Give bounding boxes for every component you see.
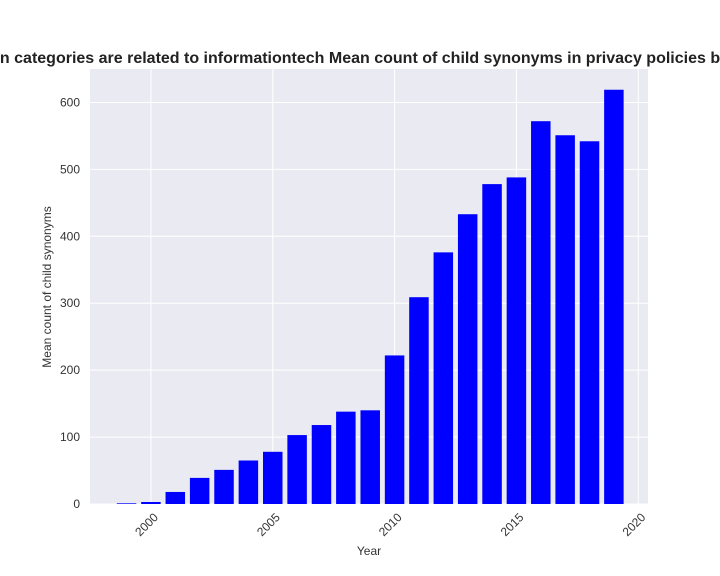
bar-2009 — [360, 410, 380, 504]
bar-1999 — [116, 503, 137, 504]
y-tick-label: 600 — [60, 95, 80, 109]
bar-2000 — [141, 501, 161, 504]
bar-2003 — [214, 469, 234, 504]
bar-2015 — [506, 177, 527, 504]
y-tick-label: 400 — [60, 229, 80, 243]
y-axis-label: Mean count of child synonyms — [40, 206, 54, 367]
y-tick-label: 500 — [60, 162, 80, 176]
x-tick-label: 2000 — [132, 510, 161, 539]
bar-2012 — [433, 252, 454, 504]
bar-2005 — [263, 451, 283, 504]
x-axis-label: Year — [357, 544, 381, 558]
y-tick-label: 0 — [73, 497, 80, 511]
y-tick-label: 200 — [60, 363, 80, 377]
x-tick-label: 2010 — [376, 510, 405, 539]
bar-2014 — [482, 184, 502, 504]
bar-2017 — [555, 135, 575, 504]
bar-2018 — [579, 141, 600, 504]
bar-2002 — [189, 477, 210, 504]
bar-2013 — [457, 214, 478, 504]
bar-2004 — [238, 460, 259, 504]
y-tick-label: 300 — [60, 296, 80, 310]
y-tick-label: 100 — [60, 430, 80, 444]
bar-2008 — [336, 411, 356, 504]
bar-2007 — [311, 425, 332, 504]
bar-2006 — [287, 435, 307, 504]
x-tick-label: 2015 — [498, 510, 527, 539]
bar-2019 — [604, 89, 624, 504]
x-tick-label: 2005 — [254, 510, 283, 539]
bar-2011 — [409, 297, 429, 504]
bars — [116, 89, 624, 504]
bar-2016 — [531, 121, 551, 504]
chart-title: n categories are related to informationt… — [0, 50, 720, 67]
bar-2001 — [165, 491, 186, 504]
bar-2010 — [384, 355, 405, 504]
x-tick-label: 2020 — [620, 510, 649, 539]
